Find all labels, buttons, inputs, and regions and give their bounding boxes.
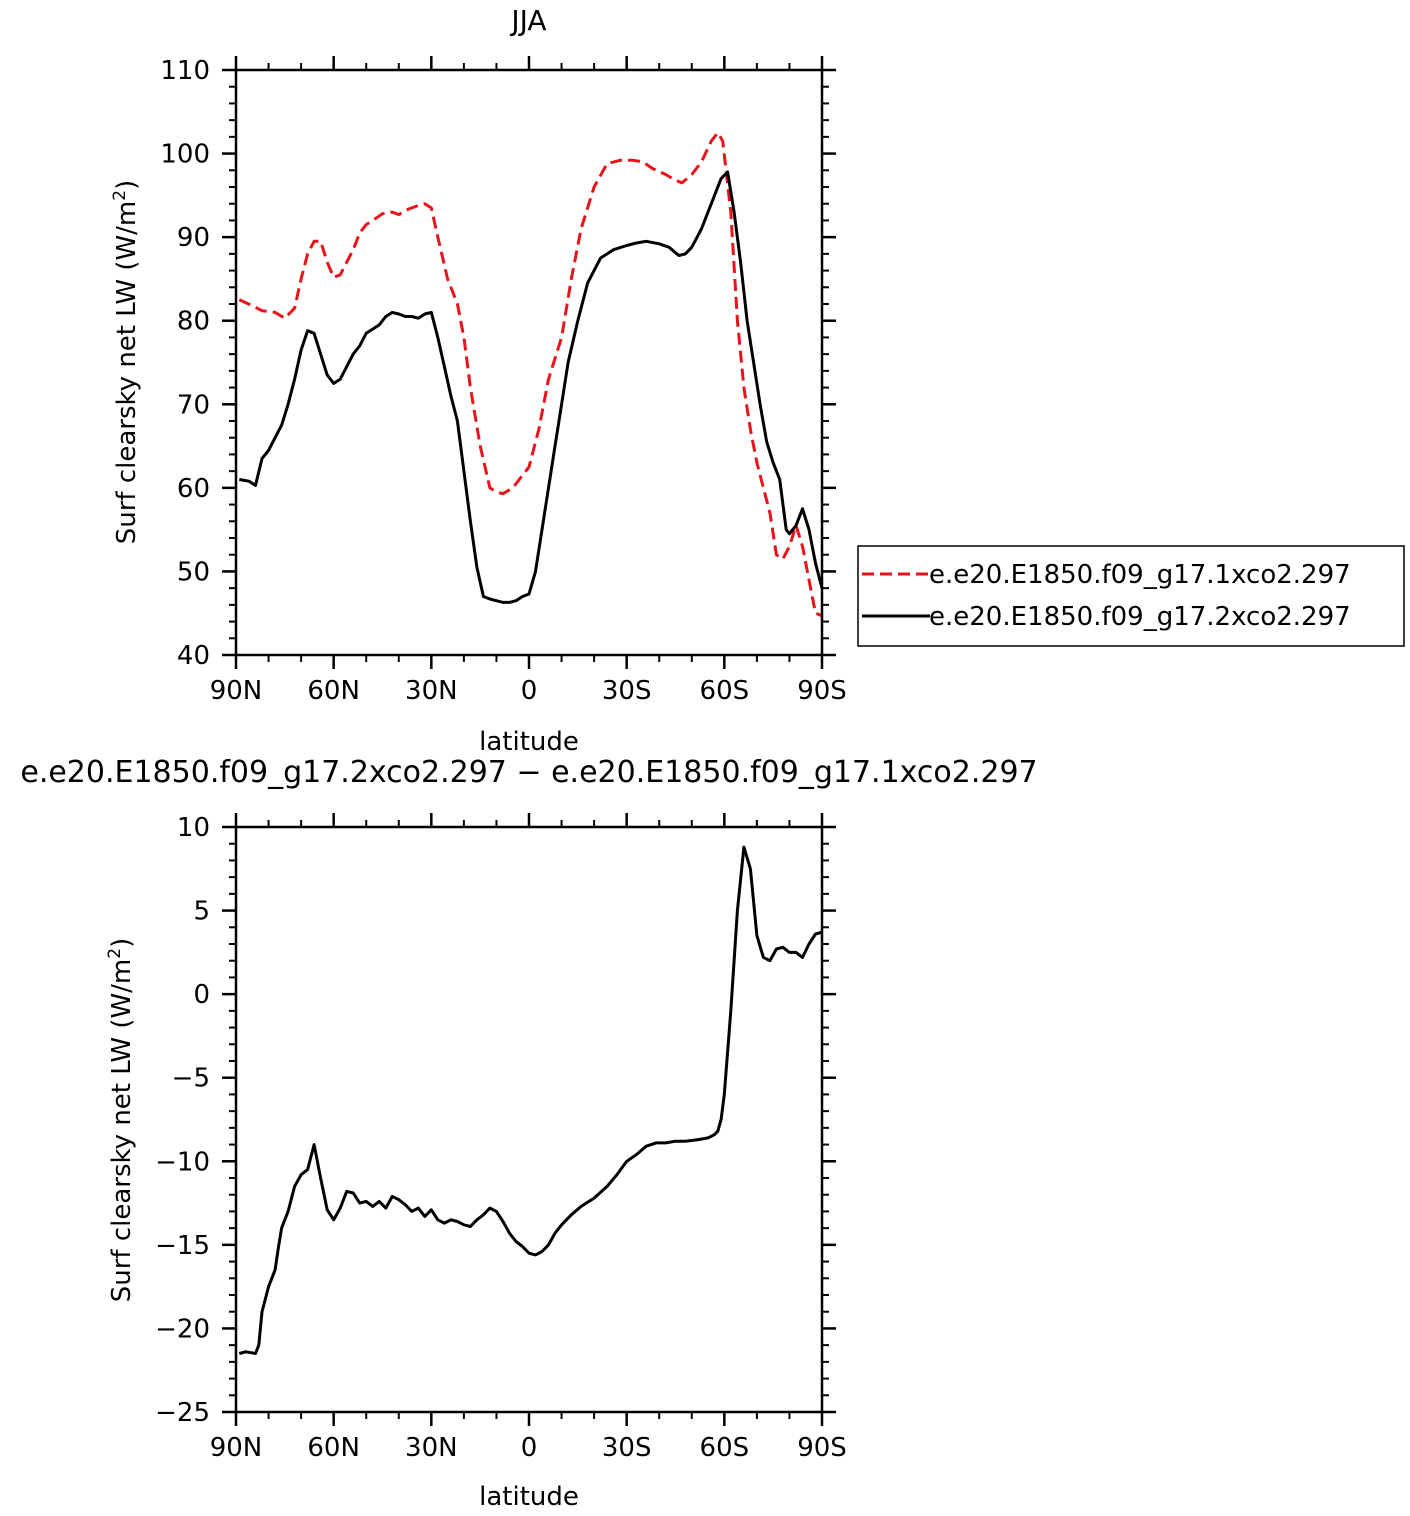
panel-bottom: e.e20.E1850.f09_g17.2xco2.297 − e.e20.E1… (20, 755, 1037, 1512)
y-tick-label: −10 (155, 1147, 210, 1177)
y-tick-label: −20 (155, 1314, 210, 1344)
y-tick-label: 90 (177, 223, 210, 253)
x-tick-label: 90N (210, 1433, 263, 1463)
panel-top: JJA 90N 60N 30N 0 30S 60S 90S 40 50 60 70 80 90 100 11… (110, 4, 1405, 757)
panel-bottom-frame (234, 825, 824, 1414)
series-line-0-0 (238, 131, 823, 618)
x-tick-label: 90S (797, 676, 847, 706)
x-tick-label: 90N (210, 676, 263, 706)
x-tick-label: 60N (307, 676, 360, 706)
panel-bottom-axes: 90N 60N 30N 0 30S 60S 90S −25 −20 −15 −10 −5 0 5 10 (155, 813, 847, 1463)
series-line-0-1 (239, 170, 824, 604)
legend: e.e20.E1850.f09_g17.1xco2.297 e.e20.E185… (857, 545, 1405, 647)
y-tick-label: 70 (177, 390, 210, 420)
legend-label-1xco2: e.e20.E1850.f09_g17.1xco2.297 (929, 560, 1351, 590)
y-tick-label: −15 (155, 1231, 210, 1261)
x-tick-label: 30N (405, 1433, 458, 1463)
panel-bottom-series (238, 845, 823, 1355)
x-tick-label: 0 (521, 1433, 538, 1463)
panel-bottom-y-axis-label: Surf clearsky net LW (W/m2) (105, 938, 137, 1302)
legend-box (857, 545, 1405, 647)
y-tick-label: 10 (177, 813, 210, 843)
panel-top-frame (234, 68, 824, 657)
panel-bottom-x-axis-label: latitude (479, 1482, 579, 1512)
y-tick-label: 40 (177, 641, 210, 671)
series-line-1-0 (238, 845, 823, 1355)
panel-top-axes: 90N 60N 30N 0 30S 60S 90S 40 50 60 70 80 90 100 110 (160, 56, 847, 706)
y-tick-label: 110 (160, 56, 210, 86)
legend-label-2xco2: e.e20.E1850.f09_g17.2xco2.297 (929, 602, 1351, 632)
panel-top-series (238, 131, 824, 618)
y-tick-label: 100 (160, 140, 210, 170)
panel-top-x-axis-label: latitude (479, 727, 579, 757)
panel-top-y-axis-label: Surf clearsky net LW (W/m2) (110, 180, 142, 544)
y-tick-label: 60 (177, 474, 210, 504)
x-tick-label: 30S (602, 676, 652, 706)
x-tick-label: 60S (700, 676, 750, 706)
x-tick-label: 0 (521, 676, 538, 706)
y-tick-label: 80 (177, 307, 210, 337)
x-tick-label: 60S (700, 1433, 750, 1463)
x-tick-label: 30N (405, 676, 458, 706)
y-tick-label: 5 (193, 897, 210, 927)
y-tick-label: −5 (172, 1064, 210, 1094)
x-tick-label: 90S (797, 1433, 847, 1463)
y-tick-label: 50 (177, 557, 210, 587)
y-tick-label: −25 (155, 1398, 210, 1428)
panel-bottom-title: e.e20.E1850.f09_g17.2xco2.297 − e.e20.E1… (20, 755, 1037, 790)
y-tick-label: 0 (193, 980, 210, 1010)
x-tick-label: 30S (602, 1433, 652, 1463)
panel-top-title: JJA (509, 4, 546, 37)
x-tick-label: 60N (307, 1433, 360, 1463)
